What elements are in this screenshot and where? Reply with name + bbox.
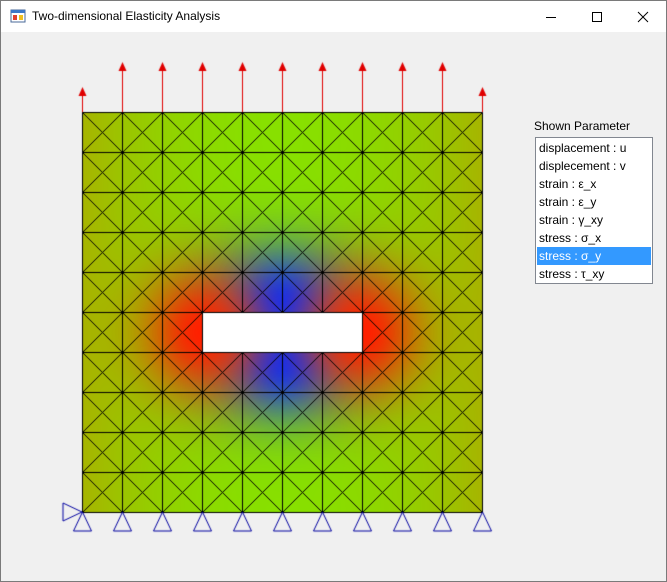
list-item[interactable]: strain : ε_y <box>539 195 597 209</box>
list-item[interactable]: displecement : v <box>539 159 626 173</box>
list-item[interactable]: stress : τ_xy <box>539 267 605 281</box>
app-icon <box>10 9 26 23</box>
close-button[interactable] <box>620 1 666 32</box>
list-item[interactable]: strain : ε_x <box>539 177 597 191</box>
shown-parameter-label: Shown Parameter <box>534 119 631 133</box>
minimize-button[interactable] <box>528 1 574 32</box>
window-title: Two-dimensional Elasticity Analysis <box>32 9 221 23</box>
list-item[interactable]: strain : γ_xy <box>539 213 604 227</box>
list-item[interactable]: stress : σ_y <box>537 247 651 265</box>
minimize-icon <box>546 17 556 18</box>
shown-parameter-listbox[interactable]: displacement : u displecement : v strain :… <box>535 137 653 284</box>
fem-mesh-plot <box>1 32 521 581</box>
title-bar[interactable]: Two-dimensional Elasticity Analysis <box>1 1 666 32</box>
maximize-button[interactable] <box>574 1 620 32</box>
drawing-area: Shown Parameter displacement : u displece… <box>1 32 666 581</box>
list-item[interactable]: displacement : u <box>539 141 627 155</box>
maximize-icon <box>592 12 602 22</box>
close-icon <box>637 11 649 23</box>
list-item[interactable]: stress : σ_x <box>539 231 602 245</box>
